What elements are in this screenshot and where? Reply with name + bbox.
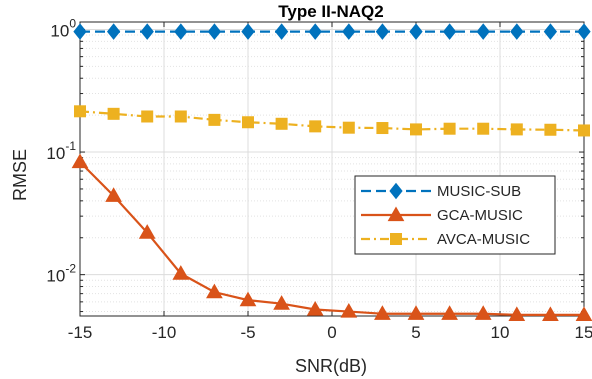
x-tick-label: -15 — [68, 323, 93, 342]
data-point-avca-music — [477, 122, 490, 135]
data-point-avca-music — [578, 124, 590, 137]
legend-label-gca-music: GCA-MUSIC — [437, 207, 523, 224]
x-tick-label: 10 — [491, 323, 510, 342]
y-tick-label: 10-2 — [46, 262, 76, 286]
data-point-gca-music — [474, 305, 492, 320]
data-point-avca-music — [141, 110, 154, 123]
data-point-avca-music — [544, 123, 557, 136]
series-music-sub — [73, 23, 591, 40]
data-point-gca-music — [575, 306, 592, 321]
y-axis-label: RMSE — [10, 149, 30, 201]
data-point-gca-music — [441, 305, 458, 320]
legend-label-music-sub: MUSIC-SUB — [437, 183, 521, 200]
data-point-music-sub — [375, 23, 390, 40]
x-tick-label: 15 — [575, 323, 592, 342]
data-point-avca-music — [410, 123, 422, 136]
data-point-music-sub — [140, 23, 154, 40]
data-point-avca-music — [174, 110, 187, 123]
y-axis-tick-labels: 10-2 10-1 100 — [46, 16, 76, 285]
data-point-avca-music — [242, 116, 254, 129]
y-tick-label: 100 — [50, 16, 76, 40]
data-point-music-sub — [73, 23, 87, 40]
data-point-gca-music — [508, 306, 526, 321]
data-point-gca-music — [71, 153, 89, 169]
data-point-music-sub — [174, 23, 188, 40]
data-point-music-sub — [476, 23, 490, 40]
legend: MUSIC-SUB GCA-MUSIC AVCA-MUSIC — [354, 175, 556, 255]
data-point-music-sub — [510, 23, 524, 40]
legend-marker-gca-music — [387, 206, 405, 222]
data-point-gca-music — [273, 295, 290, 310]
data-point-music-sub — [274, 23, 289, 40]
data-point-avca-music — [342, 121, 355, 134]
data-point-avca-music — [510, 123, 523, 136]
data-point-gca-music — [239, 291, 257, 307]
chart-title: Type II-NAQ2 — [278, 2, 383, 21]
x-tick-label: -10 — [152, 323, 177, 342]
data-point-gca-music — [306, 300, 324, 316]
legend-label-avca-music: AVCA-MUSIC — [437, 231, 530, 248]
data-point-music-sub — [543, 23, 558, 40]
series-avca-music — [74, 105, 590, 137]
data-point-gca-music — [172, 265, 190, 280]
data-point-music-sub — [442, 23, 457, 40]
data-point-music-sub — [577, 23, 591, 40]
data-point-avca-music — [275, 117, 288, 130]
data-point-music-sub — [241, 23, 255, 40]
grid — [79, 22, 585, 316]
x-axis-label: SNR(dB) — [295, 356, 367, 376]
data-point-avca-music — [376, 122, 389, 135]
data-point-music-sub — [308, 23, 322, 40]
data-point-avca-music — [74, 105, 86, 118]
series-line-avca-music — [79, 110, 585, 132]
data-point-gca-music — [374, 305, 391, 320]
data-point-gca-music — [407, 305, 425, 320]
x-tick-label: 0 — [327, 323, 336, 342]
x-tick-label: 5 — [411, 323, 420, 342]
data-point-avca-music — [443, 122, 456, 135]
data-point-music-sub — [342, 23, 356, 40]
data-point-gca-music — [542, 306, 559, 321]
data-point-gca-music — [138, 224, 156, 239]
data-point-avca-music — [208, 113, 221, 126]
data-point-music-sub — [409, 23, 423, 40]
data-point-music-sub — [106, 23, 121, 40]
series-line-gca-music — [79, 161, 584, 316]
x-axis-tick-labels: -15 -10 -5 0 5 10 15 — [68, 323, 592, 342]
series-gca-music — [71, 153, 592, 321]
legend-marker-avca-music — [390, 233, 402, 245]
data-series — [71, 23, 592, 321]
data-point-gca-music — [340, 303, 358, 318]
y-tick-label: 10-1 — [46, 139, 76, 163]
data-point-gca-music — [105, 187, 122, 202]
legend-marker-music-sub — [389, 182, 403, 200]
data-point-avca-music — [107, 107, 120, 120]
x-tick-label: -5 — [240, 323, 255, 342]
data-point-music-sub — [207, 23, 222, 40]
data-point-avca-music — [309, 120, 322, 133]
data-point-gca-music — [206, 283, 223, 299]
